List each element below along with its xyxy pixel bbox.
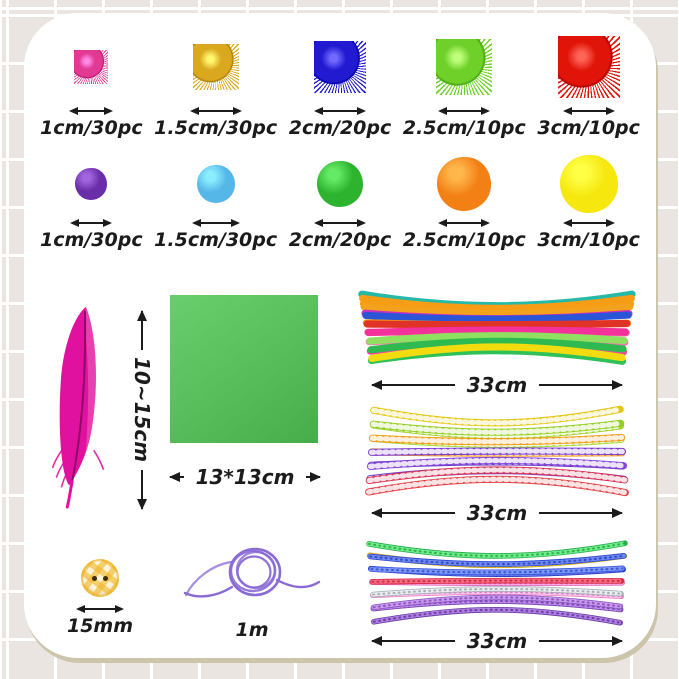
bundle-1-measure: 33cm	[372, 501, 622, 525]
plain-pom-pom	[75, 168, 108, 200]
pom-item: 2cm/20pc	[283, 151, 397, 251]
pom-item: 2cm/20pc	[283, 29, 397, 139]
pom-size-label: 1cm/30pc	[40, 229, 143, 251]
pom-size-label: 2.5cm/10pc	[402, 229, 526, 251]
pipe-cleaner-bundles: 33cm 33cm	[356, 285, 638, 531]
paper-group: 13*13cm	[170, 295, 321, 489]
bundle-2-size-label: 33cm	[466, 629, 528, 653]
glitter-pom-pom	[313, 41, 366, 93]
pom-item: 1cm/30pc	[34, 29, 148, 139]
plain-pom-pom	[559, 155, 618, 213]
arrow-left-icon	[170, 476, 184, 478]
pom-size-label: 1cm/30pc	[40, 117, 143, 139]
gingham-pattern	[81, 559, 119, 597]
paper-measure: 13*13cm	[170, 465, 321, 489]
arrow-horizontal-icon	[193, 222, 238, 224]
pom-size-label: 2cm/20pc	[288, 117, 392, 139]
cord-size-label: 1m	[235, 619, 269, 641]
arrow-horizontal-icon	[564, 222, 613, 224]
arrow-horizontal-icon	[564, 110, 613, 112]
glitter-pom-pom	[192, 44, 239, 90]
bundle-0-size-label: 33cm	[466, 373, 528, 397]
arrow-horizontal-icon	[315, 110, 364, 112]
plain-pom-pom	[316, 161, 363, 207]
arrow-left-icon	[372, 384, 455, 386]
pom-row-glitter: 1cm/30pc 1.5cm/30pc 2cm/20pc 2.5cm/10pc 3cm/…	[24, 29, 656, 139]
arrow-horizontal-icon	[191, 110, 240, 112]
pom-size-label: 3cm/10pc	[537, 117, 640, 139]
pom-size-label: 2cm/20pc	[288, 229, 392, 251]
feather-measure: 10~15cm	[130, 311, 154, 509]
arrow-horizontal-icon	[72, 222, 111, 224]
plain-pom-pom	[196, 165, 235, 203]
glitter-bundle-group: 33cm	[356, 537, 638, 659]
feather-group: 10~15cm	[44, 303, 176, 518]
cord-tail	[184, 560, 233, 597]
pom-item: 2.5cm/10pc	[403, 29, 526, 139]
arrow-right-icon	[539, 640, 622, 642]
arrow-right-icon	[539, 512, 622, 514]
arrow-horizontal-icon	[440, 110, 489, 112]
pom-item: 1.5cm/30pc	[154, 29, 277, 139]
arrow-horizontal-icon	[71, 110, 112, 112]
arrow-up-icon	[141, 311, 143, 351]
button-hole-icon	[92, 576, 97, 581]
arrow-horizontal-icon	[78, 608, 122, 610]
feather-size-label: 10~15cm	[130, 357, 154, 463]
bundle-2-measure: 33cm	[372, 629, 622, 653]
plain-pom-pom	[437, 157, 492, 211]
pom-item: 1.5cm/30pc	[154, 151, 277, 251]
arrow-right-icon	[539, 384, 622, 386]
cord-group: 1m	[182, 535, 322, 641]
button-image	[81, 559, 119, 597]
button-group: 15mm	[50, 559, 150, 637]
arrow-horizontal-icon	[440, 222, 489, 224]
bundle-0-measure: 33cm	[372, 373, 622, 397]
arrow-left-icon	[372, 640, 455, 642]
feather-image	[51, 306, 105, 509]
card: 1cm/30pc 1.5cm/30pc 2cm/20pc 2.5cm/10pc 3cm/…	[24, 13, 656, 658]
glitter-pom-pom	[74, 50, 109, 84]
arrow-down-icon	[141, 469, 143, 509]
pom-item: 3cm/10pc	[532, 29, 646, 139]
cord-coil	[236, 555, 272, 589]
pom-row-plain: 1cm/30pc 1.5cm/30pc 2cm/20pc 2.5cm/10pc 3cm/…	[24, 151, 656, 251]
pom-item: 3cm/10pc	[532, 151, 646, 251]
bundle-1-size-label: 33cm	[466, 501, 528, 525]
pom-size-label: 3cm/10pc	[537, 229, 640, 251]
cord-tail	[275, 578, 321, 589]
pom-size-label: 1.5cm/30pc	[154, 117, 278, 139]
arrow-horizontal-icon	[315, 222, 364, 224]
cord-image	[183, 547, 321, 598]
paper-image	[170, 295, 318, 443]
cord-tail	[183, 585, 234, 598]
paper-size-label: 13*13cm	[195, 465, 295, 489]
glitter-pom-pom	[436, 39, 493, 95]
arrow-right-icon	[306, 476, 321, 478]
pom-size-label: 2.5cm/10pc	[402, 117, 526, 139]
pom-size-label: 1.5cm/30pc	[154, 229, 278, 251]
arrow-left-icon	[372, 512, 455, 514]
bundle-striped-pipe-cleaners	[356, 405, 638, 499]
button-hole-icon	[103, 576, 108, 581]
button-size-label: 15mm	[66, 615, 134, 637]
pom-item: 2.5cm/10pc	[403, 151, 526, 251]
glitter-pom-pom	[557, 36, 620, 98]
bundle-solid-pipe-cleaners	[356, 285, 638, 371]
pom-item: 1cm/30pc	[34, 151, 148, 251]
bundle-glitter-pipe-cleaners	[356, 537, 638, 627]
